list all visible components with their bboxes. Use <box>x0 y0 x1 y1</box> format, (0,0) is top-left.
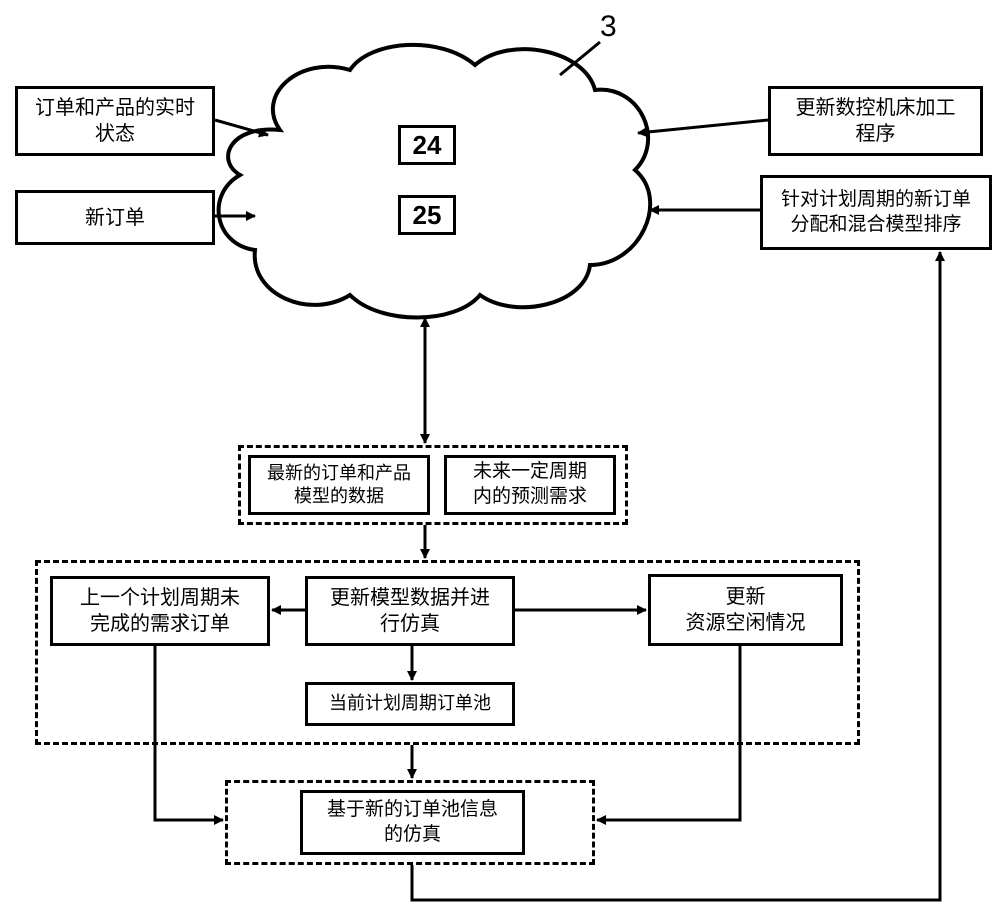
cloud-shape <box>219 45 651 318</box>
box-latest-order-product-data: 最新的订单和产品模型的数据 <box>248 455 430 515</box>
box-update-resource-idle: 更新资源空闲情况 <box>648 574 843 646</box>
box-update-nc-program: 更新数控机床加工程序 <box>768 86 983 156</box>
cloud-label-25: 25 <box>398 195 456 235</box>
box-new-order-allocation: 针对计划周期的新订单分配和混合模型排序 <box>760 175 992 250</box>
diagram-canvas: 3 <box>0 0 1000 922</box>
box-update-model-simulate: 更新模型数据并进行仿真 <box>305 576 515 646</box>
box-new-order: 新订单 <box>15 190 215 245</box>
box-current-cycle-order-pool: 当前计划周期订单池 <box>305 682 515 726</box>
box-new-pool-simulation: 基于新的订单池信息的仿真 <box>300 790 525 855</box>
box-prev-cycle-unfinished: 上一个计划周期未完成的需求订单 <box>50 576 270 646</box>
cloud-label-24: 24 <box>398 125 456 165</box>
box-forecast-demand: 未来一定周期内的预测需求 <box>444 455 616 515</box>
box-order-product-status: 订单和产品的实时状态 <box>15 86 215 156</box>
reference-number-3: 3 <box>600 10 617 44</box>
